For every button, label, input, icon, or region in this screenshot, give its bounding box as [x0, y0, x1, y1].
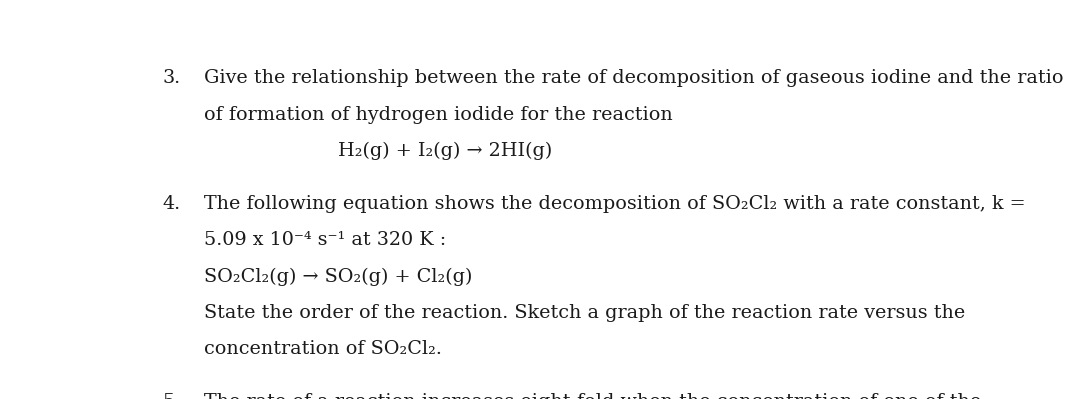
Text: H₂(g) + I₂(g) → 2HI(g): H₂(g) + I₂(g) → 2HI(g): [338, 142, 552, 160]
Text: The rate of a reaction increases eight-fold when the concentration of one of the: The rate of a reaction increases eight-f…: [204, 393, 981, 399]
Text: 4.: 4.: [163, 195, 180, 213]
Text: of formation of hydrogen iodide for the reaction: of formation of hydrogen iodide for the …: [204, 106, 673, 124]
Text: 5.09 x 10⁻⁴ s⁻¹ at 320 K :: 5.09 x 10⁻⁴ s⁻¹ at 320 K :: [204, 231, 446, 249]
Text: 3.: 3.: [163, 69, 180, 87]
Text: The following equation shows the decomposition of SO₂Cl₂ with a rate constant, k: The following equation shows the decompo…: [204, 195, 1025, 213]
Text: concentration of SO₂Cl₂.: concentration of SO₂Cl₂.: [204, 340, 442, 358]
Text: 5.: 5.: [163, 393, 180, 399]
Text: SO₂Cl₂(g) → SO₂(g) + Cl₂(g): SO₂Cl₂(g) → SO₂(g) + Cl₂(g): [204, 268, 472, 286]
Text: State the order of the reaction. Sketch a graph of the reaction rate versus the: State the order of the reaction. Sketch …: [204, 304, 964, 322]
Text: Give the relationship between the rate of decomposition of gaseous iodine and th: Give the relationship between the rate o…: [204, 69, 1063, 87]
